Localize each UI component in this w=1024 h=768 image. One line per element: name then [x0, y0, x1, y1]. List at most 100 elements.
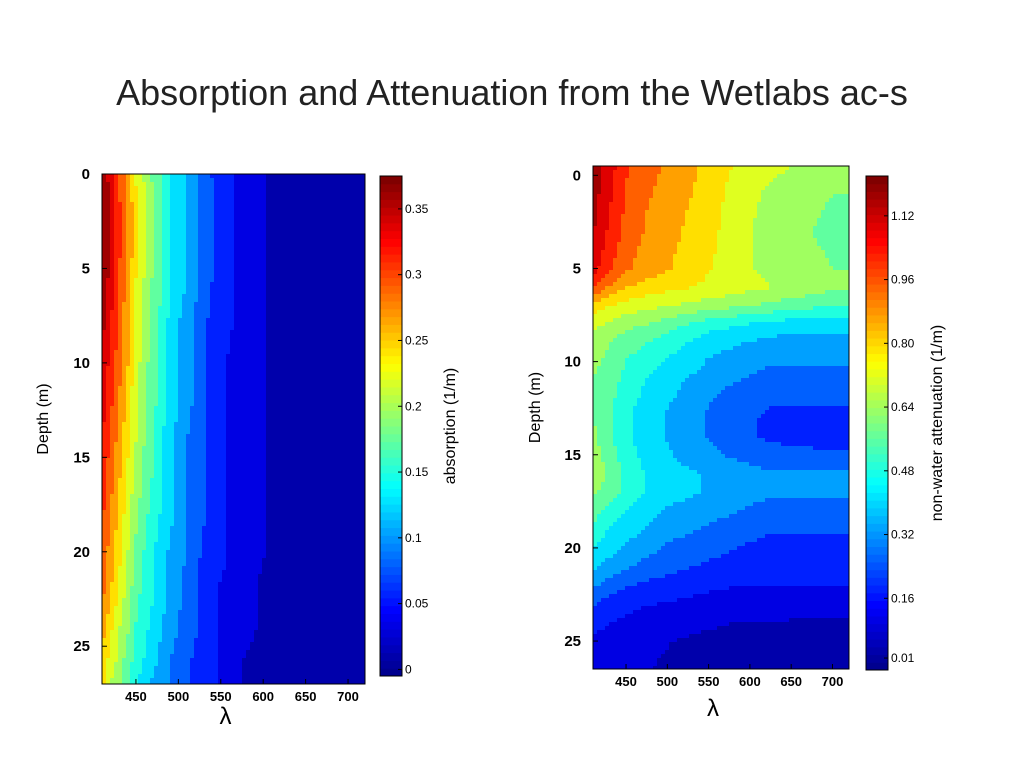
heatmap-cell	[298, 286, 303, 291]
heatmap-cell	[114, 382, 119, 387]
heatmap-cell	[146, 470, 151, 475]
heatmap-cell	[334, 366, 339, 371]
heatmap-cell	[202, 382, 207, 387]
heatmap-cell	[358, 182, 363, 187]
heatmap-cell	[298, 238, 303, 243]
heatmap-cell	[294, 434, 299, 439]
heatmap-cell	[166, 386, 171, 391]
heatmap-cell	[178, 370, 183, 375]
heatmap-cell	[142, 346, 147, 351]
heatmap-cell	[238, 314, 243, 319]
heatmap-cell	[134, 178, 139, 183]
heatmap-cell	[110, 366, 115, 371]
heatmap-cell	[162, 258, 167, 263]
heatmap-cell	[146, 250, 151, 255]
heatmap-cell	[110, 314, 115, 319]
heatmap-cell	[234, 470, 239, 475]
heatmap-cell	[258, 302, 263, 307]
heatmap-cell	[318, 282, 323, 287]
heatmap-cell	[250, 314, 255, 319]
heatmap-cell	[178, 210, 183, 215]
heatmap-cell	[102, 390, 107, 395]
heatmap-cell	[138, 358, 143, 363]
heatmap-cell	[158, 326, 163, 331]
heatmap-cell	[214, 338, 219, 343]
heatmap-cell	[358, 250, 363, 255]
heatmap-cell	[150, 318, 155, 323]
heatmap-cell	[270, 182, 275, 187]
heatmap-cell	[350, 342, 355, 347]
heatmap-cell	[178, 314, 183, 319]
heatmap-cell	[254, 234, 259, 239]
heatmap-cell	[246, 346, 251, 351]
heatmap-cell	[214, 378, 219, 383]
heatmap-cell	[302, 202, 307, 207]
heatmap-cell	[342, 358, 347, 363]
heatmap-cell	[174, 398, 179, 403]
heatmap-cell	[362, 338, 366, 343]
heatmap-cell	[118, 410, 123, 415]
heatmap-cell	[258, 290, 263, 295]
heatmap-cell	[102, 186, 107, 191]
heatmap-cell	[222, 186, 227, 191]
heatmap-cell	[218, 398, 223, 403]
heatmap-cell	[186, 346, 191, 351]
heatmap-cell	[326, 426, 331, 431]
heatmap-cell	[154, 438, 159, 443]
heatmap-cell	[226, 210, 231, 215]
heatmap-cell	[226, 330, 231, 335]
heatmap-cell	[254, 298, 259, 303]
heatmap-cell	[138, 198, 143, 203]
heatmap-cell	[106, 254, 111, 259]
heatmap-cell	[130, 250, 135, 255]
heatmap-cell	[302, 350, 307, 355]
heatmap-cell	[178, 234, 183, 239]
heatmap-cell	[198, 426, 203, 431]
heatmap-cell	[298, 258, 303, 263]
heatmap-cell	[322, 190, 327, 195]
heatmap-cell	[286, 258, 291, 263]
heatmap-cell	[302, 306, 307, 311]
heatmap-cell	[138, 254, 143, 259]
heatmap-cell	[270, 306, 275, 311]
heatmap-cell	[206, 370, 211, 375]
heatmap-cell	[194, 346, 199, 351]
heatmap-cell	[270, 410, 275, 415]
heatmap-cell	[254, 334, 259, 339]
heatmap-cell	[254, 210, 259, 215]
heatmap-cell	[234, 446, 239, 451]
heatmap-cell	[306, 378, 311, 383]
heatmap-cell	[238, 242, 243, 247]
heatmap-cell	[222, 198, 227, 203]
heatmap-cell	[118, 394, 123, 399]
heatmap-cell	[182, 386, 187, 391]
heatmap-cell	[274, 302, 279, 307]
heatmap-cell	[358, 218, 363, 223]
heatmap-cell	[302, 450, 307, 455]
heatmap-cell	[362, 258, 366, 263]
heatmap-cell	[194, 458, 199, 463]
heatmap-cell	[106, 230, 111, 235]
heatmap-cell	[318, 222, 323, 227]
heatmap-cell	[102, 274, 107, 279]
heatmap-cell	[106, 274, 111, 279]
heatmap-cell	[114, 430, 119, 435]
heatmap-cell	[202, 258, 207, 263]
heatmap-cell	[146, 230, 151, 235]
heatmap-cell	[222, 354, 227, 359]
heatmap-cell	[190, 182, 195, 187]
heatmap-cell	[354, 318, 359, 323]
heatmap-cell	[274, 306, 279, 311]
heatmap-cell	[242, 466, 247, 471]
heatmap-cell	[326, 410, 331, 415]
heatmap-cell	[202, 378, 207, 383]
heatmap-cell	[182, 370, 187, 375]
heatmap-cell	[114, 238, 119, 243]
heatmap-cell	[122, 354, 127, 359]
heatmap-cell	[130, 206, 135, 211]
heatmap-cell	[298, 334, 303, 339]
heatmap-cell	[334, 378, 339, 383]
heatmap-cell	[158, 274, 163, 279]
heatmap-cell	[214, 206, 219, 211]
heatmap-cell	[282, 354, 287, 359]
